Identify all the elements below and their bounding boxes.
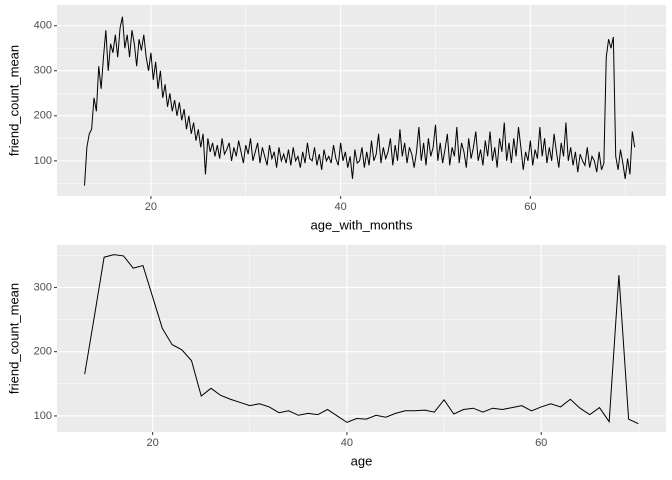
y-axis-title: friend_count_mean	[6, 283, 21, 394]
x-tick-label: 20	[147, 437, 159, 449]
y-tick-label: 100	[34, 155, 52, 167]
y-axis-title: friend_count_mean	[6, 45, 21, 156]
y-tick-label: 200	[34, 346, 52, 358]
y-tick-label: 400	[34, 20, 52, 32]
x-tick-label: 40	[341, 437, 353, 449]
panel-background	[57, 5, 666, 196]
y-tick-label: 300	[34, 65, 52, 77]
y-tick-label: 300	[34, 281, 52, 293]
x-tick-label: 60	[524, 201, 536, 213]
x-tick-label: 20	[145, 201, 157, 213]
x-axis-title: age_with_months	[311, 217, 413, 232]
y-tick-label: 100	[34, 410, 52, 422]
x-tick-label: 60	[535, 437, 547, 449]
y-tick-label: 200	[34, 110, 52, 122]
x-tick-label: 40	[335, 201, 347, 213]
data-line	[84, 16, 636, 186]
panel-background	[57, 245, 666, 432]
data-line	[84, 254, 639, 425]
x-axis-title: age	[351, 453, 373, 468]
